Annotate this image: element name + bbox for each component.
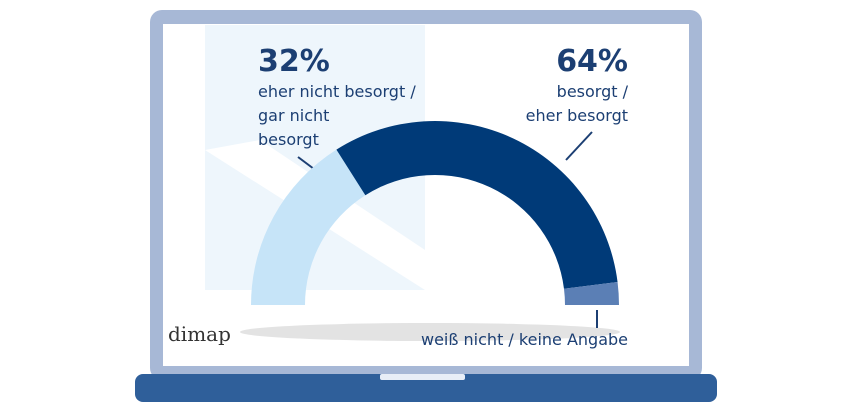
category-label: eher nicht besorgt / gar nicht besorgt [258,82,416,149]
arc-segment [563,281,619,305]
arc-segment [336,121,618,289]
category-label: weiß nicht / keine Angabe [421,330,628,349]
notch [380,374,465,380]
category-label: besorgt / eher besorgt [525,82,628,125]
shadow [240,323,620,341]
leader-line [565,131,593,161]
logo: dimap [168,322,231,346]
laptop-base [135,374,717,402]
value-label: 64% [556,44,628,79]
chart [251,121,619,305]
value-label: 32% [258,44,330,79]
arc-segment [251,149,366,305]
